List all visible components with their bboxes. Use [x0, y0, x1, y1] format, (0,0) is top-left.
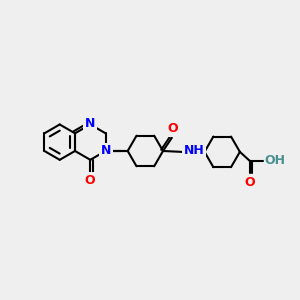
Text: OH: OH	[265, 154, 286, 167]
Text: NH: NH	[184, 144, 204, 158]
Text: N: N	[85, 117, 95, 130]
Text: O: O	[244, 176, 255, 189]
Text: O: O	[84, 174, 94, 187]
Text: O: O	[167, 122, 178, 135]
Text: N: N	[100, 145, 111, 158]
